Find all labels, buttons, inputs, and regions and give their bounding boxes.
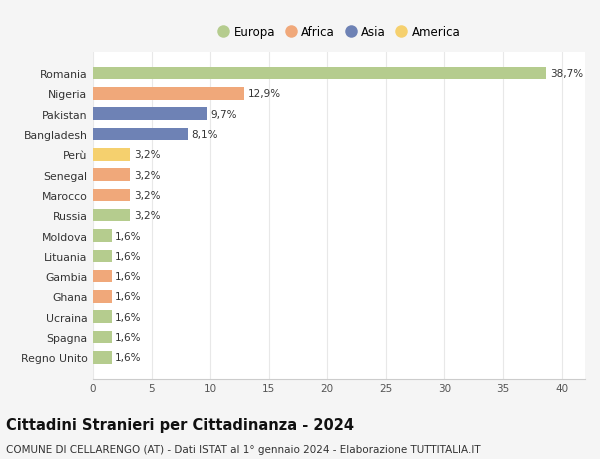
Text: 1,6%: 1,6% bbox=[115, 353, 142, 363]
Bar bbox=[93, 351, 112, 364]
Bar bbox=[93, 311, 112, 323]
Bar bbox=[93, 169, 130, 181]
Text: 1,6%: 1,6% bbox=[115, 251, 142, 261]
Legend: Europa, Africa, Asia, America: Europa, Africa, Asia, America bbox=[214, 23, 464, 43]
Bar bbox=[93, 291, 112, 303]
Bar bbox=[93, 108, 206, 121]
Text: 1,6%: 1,6% bbox=[115, 312, 142, 322]
Text: 8,1%: 8,1% bbox=[191, 130, 218, 140]
Bar bbox=[93, 250, 112, 263]
Bar bbox=[93, 209, 130, 222]
Bar bbox=[93, 88, 244, 101]
Text: 1,6%: 1,6% bbox=[115, 272, 142, 281]
Bar bbox=[93, 331, 112, 344]
Text: 12,9%: 12,9% bbox=[248, 89, 281, 99]
Bar bbox=[93, 270, 112, 283]
Text: COMUNE DI CELLARENGO (AT) - Dati ISTAT al 1° gennaio 2024 - Elaborazione TUTTITA: COMUNE DI CELLARENGO (AT) - Dati ISTAT a… bbox=[6, 444, 481, 454]
Text: 3,2%: 3,2% bbox=[134, 170, 161, 180]
Bar bbox=[93, 67, 547, 80]
Bar bbox=[93, 149, 130, 161]
Text: 9,7%: 9,7% bbox=[210, 109, 236, 119]
Text: 3,2%: 3,2% bbox=[134, 211, 161, 221]
Bar bbox=[93, 129, 188, 141]
Text: 3,2%: 3,2% bbox=[134, 150, 161, 160]
Text: Cittadini Stranieri per Cittadinanza - 2024: Cittadini Stranieri per Cittadinanza - 2… bbox=[6, 417, 354, 432]
Text: 1,6%: 1,6% bbox=[115, 231, 142, 241]
Bar bbox=[93, 189, 130, 202]
Text: 38,7%: 38,7% bbox=[550, 69, 583, 79]
Text: 1,6%: 1,6% bbox=[115, 332, 142, 342]
Text: 1,6%: 1,6% bbox=[115, 292, 142, 302]
Text: 3,2%: 3,2% bbox=[134, 190, 161, 201]
Bar bbox=[93, 230, 112, 242]
